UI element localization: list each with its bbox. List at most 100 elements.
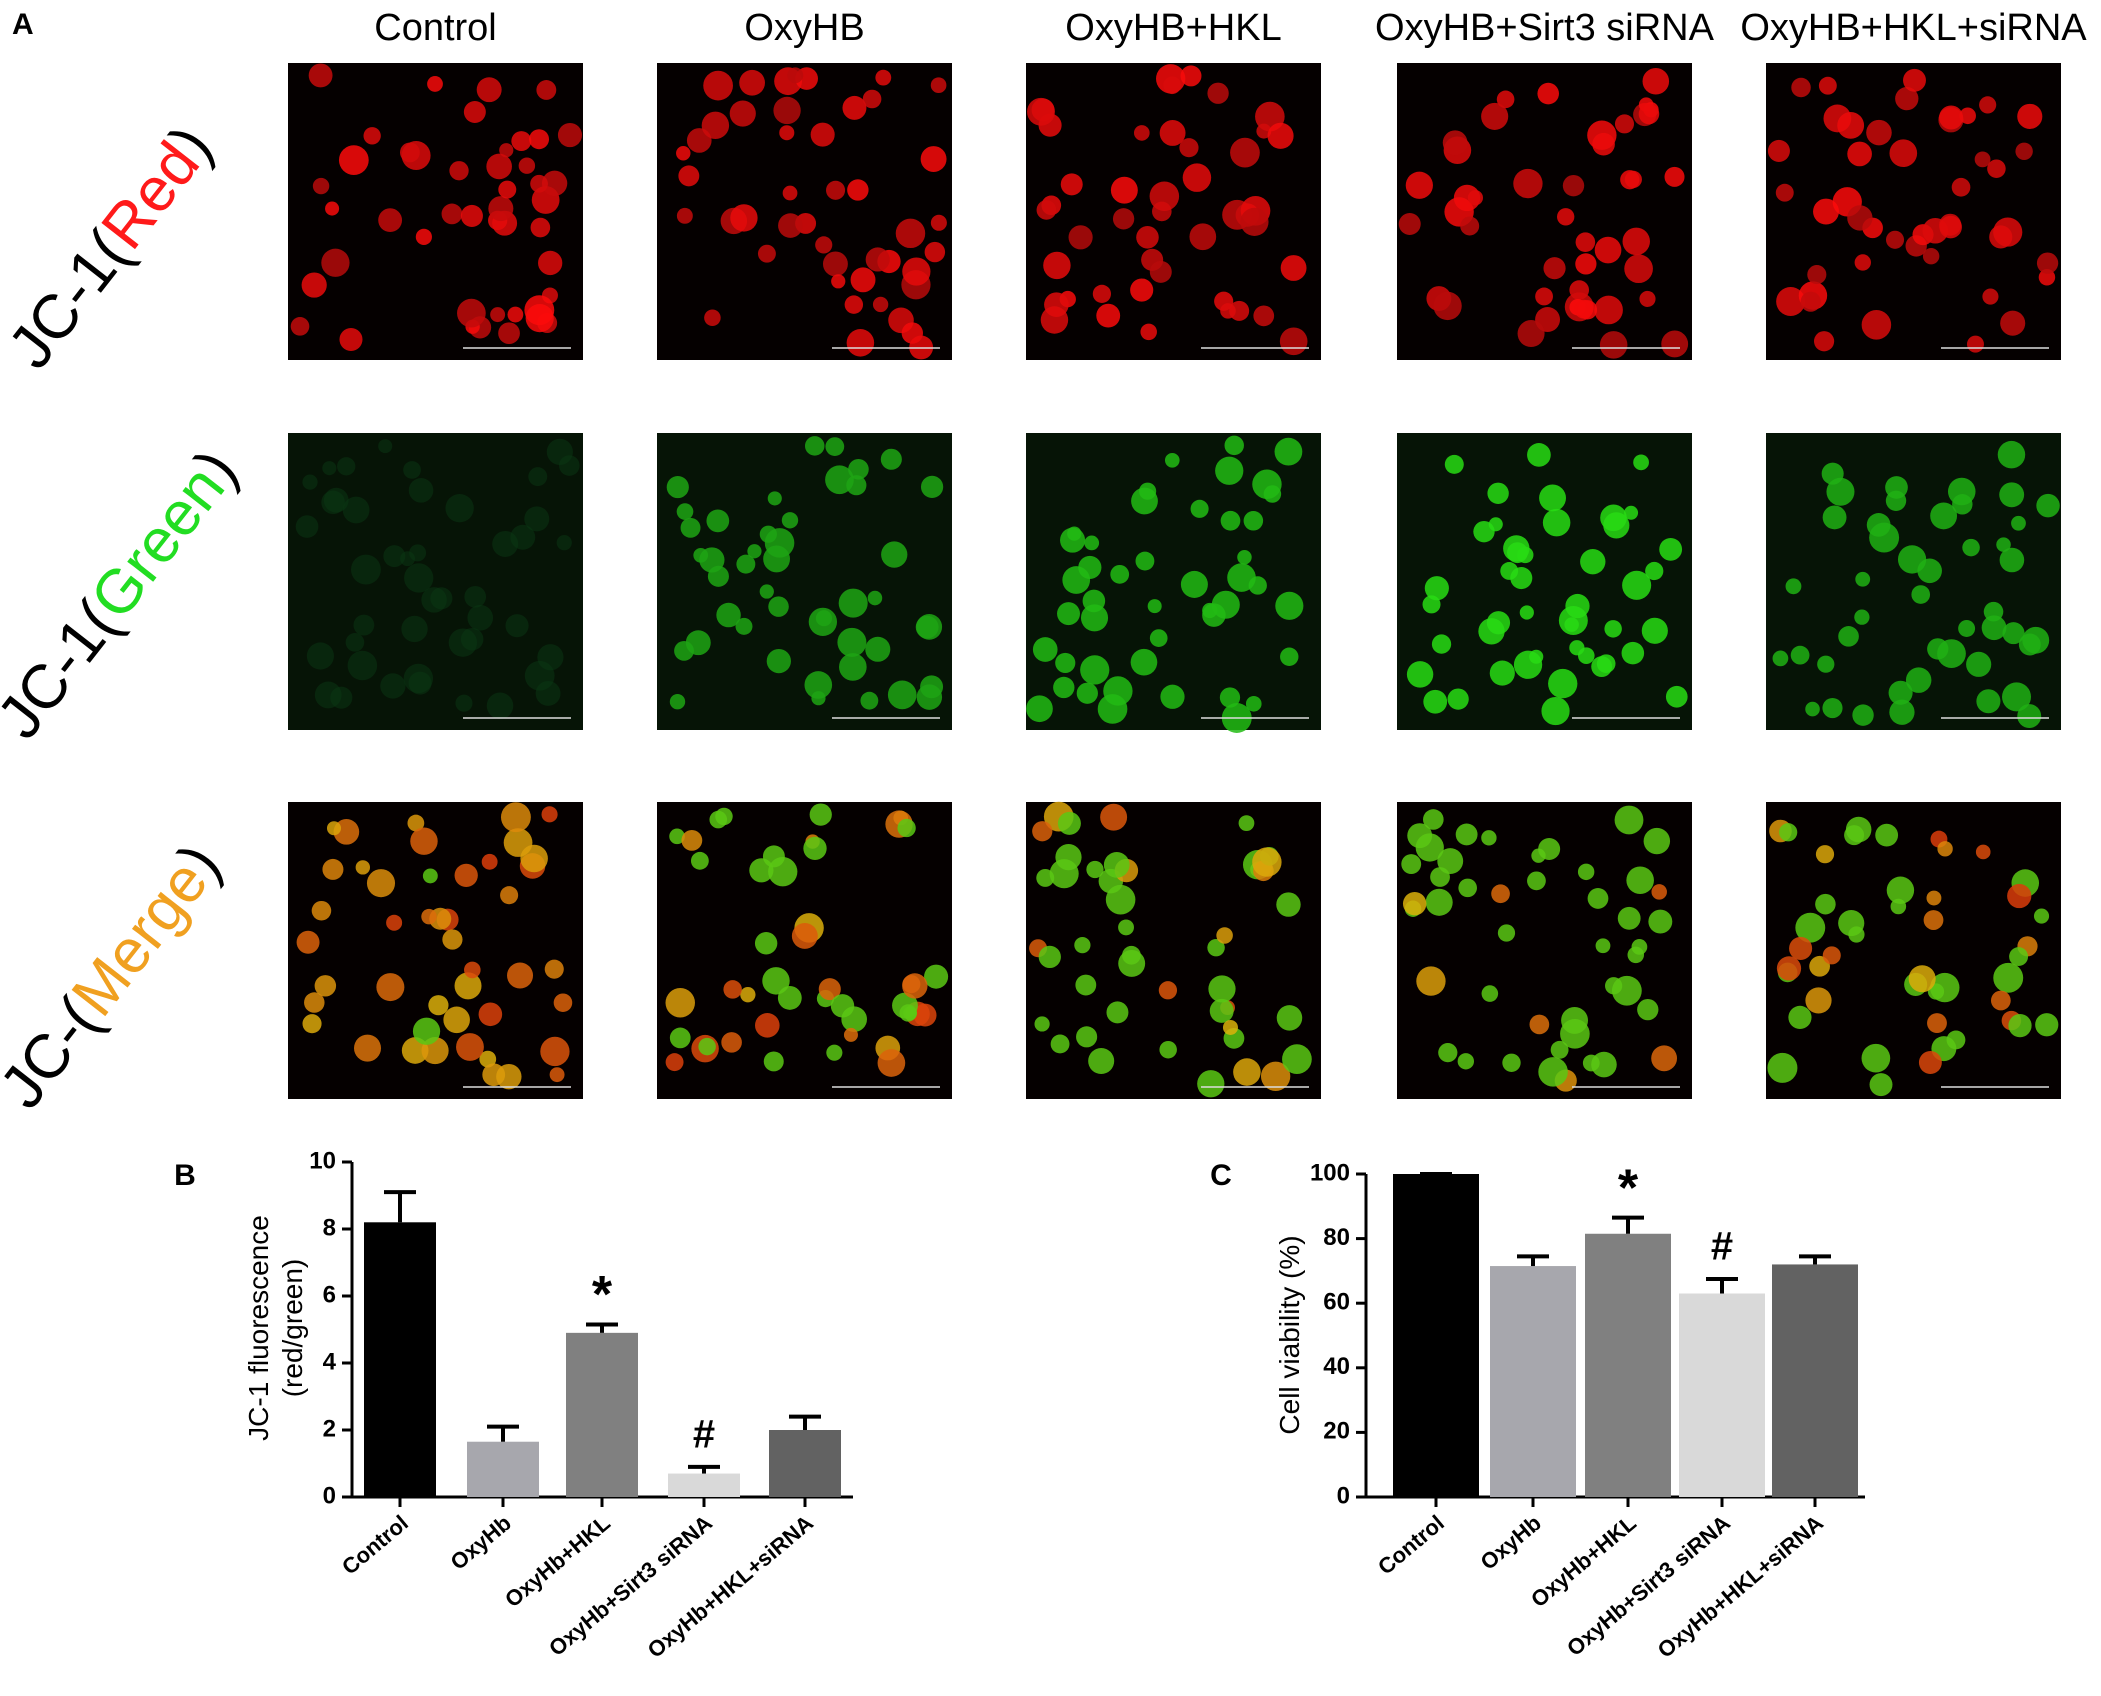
cell [877, 1049, 906, 1077]
cell [920, 146, 947, 172]
cell [1869, 1073, 1893, 1097]
cell [1594, 236, 1622, 264]
cell [1664, 166, 1685, 187]
cell [676, 145, 691, 161]
cell [1159, 120, 1186, 146]
cell [1885, 490, 1907, 511]
cell [880, 448, 902, 470]
cell [541, 806, 558, 823]
cell [1274, 437, 1303, 466]
cell [1596, 654, 1616, 673]
cell [455, 694, 473, 712]
cell [1580, 549, 1606, 575]
cell [1149, 260, 1172, 283]
cell [1930, 972, 1960, 1003]
cell [1981, 615, 2007, 641]
cell [325, 201, 340, 216]
cell [1497, 924, 1516, 942]
cell [924, 241, 946, 263]
cell [804, 436, 825, 456]
cell [421, 587, 447, 613]
cell [676, 503, 694, 520]
cell [1500, 562, 1519, 580]
cell [1491, 884, 1510, 904]
cell [1923, 910, 1944, 930]
cell [763, 1051, 784, 1072]
cell [1987, 159, 2006, 178]
cell [1543, 257, 1566, 280]
cell [445, 493, 474, 523]
cell [376, 973, 405, 1002]
cell [1990, 990, 2011, 1011]
cell [1527, 871, 1546, 891]
cell [541, 170, 568, 196]
cell [404, 563, 434, 593]
cell [762, 967, 790, 995]
cell [1905, 667, 1932, 693]
cell [703, 70, 733, 101]
cell [1160, 684, 1185, 709]
cell [1775, 183, 1794, 202]
cell [478, 1002, 503, 1027]
bar [668, 1473, 740, 1497]
cell [1243, 511, 1264, 531]
micrograph [1026, 801, 1321, 1099]
cell [739, 69, 765, 96]
cell [1861, 310, 1892, 340]
cell [1207, 938, 1225, 957]
cell [314, 975, 337, 997]
cell [1622, 570, 1652, 600]
cell [1075, 974, 1097, 996]
cell [559, 455, 580, 476]
cell [302, 474, 318, 490]
cell [511, 131, 532, 152]
cell [322, 858, 344, 880]
cell [740, 987, 756, 1003]
cell [1481, 102, 1509, 130]
cell [804, 671, 833, 699]
cell [1455, 823, 1478, 846]
cell [1604, 620, 1622, 638]
cell [1159, 1040, 1177, 1059]
cell [467, 604, 494, 631]
cell [1897, 545, 1927, 574]
cell [498, 180, 517, 199]
bar [769, 1430, 841, 1497]
cell [1587, 888, 1609, 909]
cell [1575, 253, 1597, 275]
cell [704, 309, 721, 327]
cell [428, 995, 449, 1016]
cell [321, 490, 345, 515]
micrograph [1397, 802, 1692, 1099]
cell [1645, 561, 1664, 581]
cell [1599, 331, 1628, 359]
cell [1149, 629, 1168, 647]
y-tick-label: 20 [1323, 1418, 1350, 1445]
micrograph [288, 802, 583, 1099]
cell [1444, 454, 1464, 474]
cell [2036, 493, 2060, 518]
cell [1050, 1034, 1070, 1054]
cell [822, 251, 848, 277]
cell [1442, 130, 1468, 156]
panel-label: B [174, 1159, 196, 1192]
cell [1078, 555, 1102, 580]
cell [1837, 111, 1865, 139]
cell [1541, 696, 1570, 726]
cell [1405, 171, 1433, 199]
cell [1651, 1045, 1678, 1072]
cell [1026, 695, 1053, 723]
cell [701, 111, 730, 140]
cell [736, 554, 756, 574]
cell [1163, 76, 1181, 95]
cell [505, 614, 529, 638]
cell [1076, 1026, 1098, 1048]
cell [1496, 90, 1515, 109]
cell [1080, 655, 1110, 685]
cell [680, 517, 701, 538]
cell [1057, 811, 1081, 835]
cell [1460, 216, 1480, 236]
y-tick-label: 8 [323, 1214, 336, 1241]
cell [1617, 906, 1641, 930]
cell [1626, 866, 1654, 895]
